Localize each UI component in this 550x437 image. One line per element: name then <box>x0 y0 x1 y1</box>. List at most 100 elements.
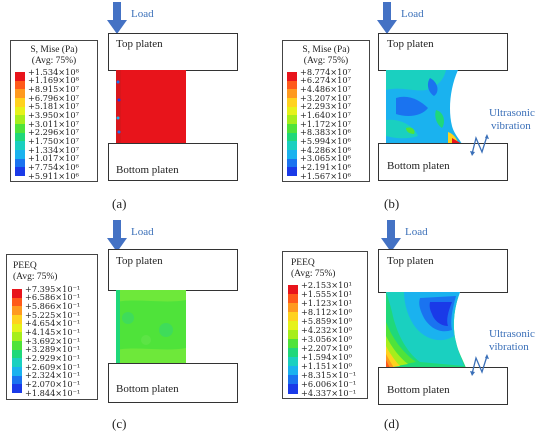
legend-swatch <box>12 297 22 307</box>
legend-tick-label: +1.555×10¹ <box>301 288 352 299</box>
top-platen-label: Top platen <box>116 38 163 50</box>
bottom-platen-label: Bottom platen <box>387 160 450 172</box>
legend-tick-label: +1.334×10⁷ <box>28 144 79 155</box>
legend-swatch <box>12 358 22 368</box>
legend-tick-label: +7.754×10⁶ <box>28 161 79 172</box>
legend-tick-label: +2.153×10¹ <box>301 279 352 290</box>
specimen <box>386 292 466 368</box>
legend-tick-label: +1.844×10⁻¹ <box>25 387 81 398</box>
legend-swatch <box>12 341 22 351</box>
legend-swatch <box>288 285 298 295</box>
load-arrow <box>377 2 397 34</box>
legend-swatch <box>288 294 298 304</box>
legend-title: S, Mise (Pa) <box>302 45 350 55</box>
legend-swatch <box>287 150 297 160</box>
top-platen <box>378 33 508 71</box>
legend-tick-label: +6.006×10⁻¹ <box>301 378 357 389</box>
legend-subtitle: (Avg: 75%) <box>291 269 336 279</box>
legend-tick-label: +3.289×10⁻¹ <box>25 344 81 355</box>
legend-tick-label: +4.337×10⁻¹ <box>301 387 357 398</box>
legend-swatch <box>12 315 22 325</box>
legend-swatch <box>288 366 298 376</box>
legend-tick-label: +2.191×10⁶ <box>300 161 351 172</box>
legend-swatch <box>288 303 298 313</box>
bottom-platen-label: Bottom platen <box>387 384 450 396</box>
legend-tick-label: +5.994×10⁶ <box>300 135 351 146</box>
panel-c: Load Top platen Bottom platen PEEQ (Avg:… <box>0 218 275 437</box>
legend-tick-label: +4.286×10⁶ <box>300 144 351 155</box>
legend-swatch <box>288 321 298 331</box>
legend-swatch <box>12 289 22 299</box>
load-label: Load <box>401 8 424 20</box>
legend-swatch <box>12 384 22 394</box>
legend-tick-label: +6.274×10⁷ <box>300 75 351 86</box>
legend-swatch <box>287 106 297 116</box>
legend-swatch <box>287 98 297 108</box>
legend-tick-label: +1.640×10⁷ <box>300 109 351 120</box>
legend-tick-label: +1.594×10⁰ <box>301 351 352 362</box>
legend-tick-label: +2.207×10⁰ <box>301 342 352 353</box>
legend-swatch <box>12 375 22 385</box>
load-label: Load <box>131 8 154 20</box>
legend-tick-label: +2.296×10⁷ <box>28 127 79 138</box>
legend-tick-label: +2.609×10⁻¹ <box>25 361 81 372</box>
legend-swatch <box>287 124 297 134</box>
vibration-label: vibration <box>489 341 529 353</box>
legend-swatch <box>288 384 298 394</box>
legend-color-bar <box>15 72 25 177</box>
legend-tick-label: +1.123×10¹ <box>301 297 352 308</box>
load-arrow <box>107 2 127 34</box>
legend-tick-label: +8.315×10⁻¹ <box>301 369 357 380</box>
bottom-platen <box>378 143 508 181</box>
legend-title: PEEQ <box>291 258 315 268</box>
ultrasonic-label: Ultrasonic <box>489 328 535 340</box>
legend-tick-label: +5.225×10⁻¹ <box>25 309 81 320</box>
load-label: Load <box>131 226 154 238</box>
legend-swatch <box>288 375 298 385</box>
caption: (a) <box>112 196 127 211</box>
legend-swatch <box>12 367 22 377</box>
load-arrow <box>107 220 127 252</box>
legend-tick-label: +1.017×10⁷ <box>28 153 79 164</box>
legend-tick-label: +1.750×10⁷ <box>28 135 79 146</box>
legend-tick-label: +5.181×10⁷ <box>28 101 79 112</box>
legend-tick-label: +8.112×10⁰ <box>301 306 352 317</box>
legend-tick-label: +6.796×10⁷ <box>28 92 79 103</box>
legend-tick-label: +1.534×10⁸ <box>28 66 79 77</box>
legend-tick-label: +4.654×10⁻¹ <box>25 318 81 329</box>
legend-swatch <box>12 349 22 359</box>
legend-swatch <box>15 115 25 125</box>
legend-swatch <box>15 98 25 108</box>
specimen <box>116 70 186 144</box>
legend-swatch <box>287 80 297 90</box>
legend-swatch <box>15 132 25 142</box>
legend-color-bar <box>288 285 298 394</box>
legend-swatch <box>15 167 25 177</box>
legend-tick-label: +6.586×10⁻¹ <box>25 292 81 303</box>
legend-tick-label: +5.911×10⁶ <box>28 170 79 181</box>
panel-b: Load Top platen Bottom platen Ultrasonic… <box>275 0 550 218</box>
legend-swatch <box>15 72 25 82</box>
legend-swatch <box>288 348 298 358</box>
load-label: Load <box>405 226 428 238</box>
legend-swatch <box>15 89 25 99</box>
legend-subtitle: (Avg: 75%) <box>303 56 349 66</box>
legend-tick-label: +2.293×10⁷ <box>300 101 351 112</box>
legend-swatch <box>12 306 22 316</box>
legend-swatch <box>12 332 22 342</box>
legend-swatch <box>15 106 25 116</box>
panel-a: Load Top platen Bottom platen S, Mise (P… <box>0 0 275 218</box>
legend-swatch <box>287 141 297 151</box>
bottom-platen <box>378 367 508 405</box>
panel-d: Load Top platen Bottom platen Ultrasonic… <box>275 218 550 437</box>
caption: (b) <box>384 196 400 211</box>
legend-swatch <box>288 339 298 349</box>
legend: PEEQ (Avg: 75%) +2.153×10¹ +1.555×10¹ +1.1… <box>282 251 368 399</box>
legend-tick-label: +1.567×10⁶ <box>300 170 351 181</box>
specimen <box>386 70 462 144</box>
legend: PEEQ (Avg: 75%) +7.395×10⁻¹ +6.586×10⁻¹ +5… <box>6 254 98 400</box>
legend-tick-label: +3.207×10⁷ <box>300 92 351 103</box>
legend: S, Mise (Pa) (Avg: 75%) +8.774×10⁷ +6.274… <box>282 40 370 182</box>
bottom-platen <box>108 143 238 181</box>
legend-tick-label: +3.056×10⁰ <box>301 333 352 344</box>
